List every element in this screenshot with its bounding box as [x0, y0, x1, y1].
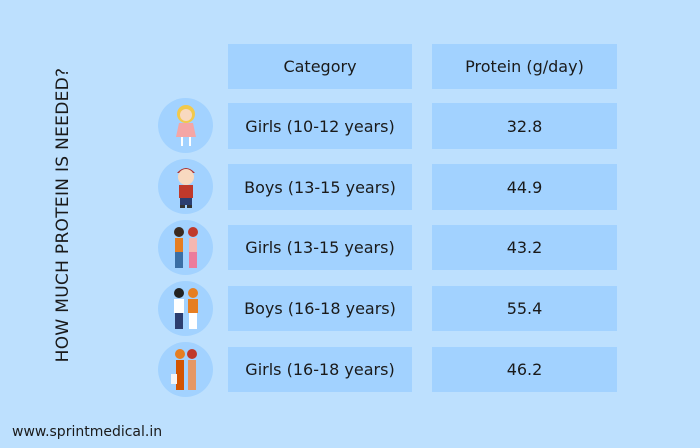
protein-cell: 43.2 [432, 225, 617, 270]
girl-icon [158, 98, 213, 153]
header-category: Category [228, 44, 412, 89]
category-cell: Girls (13-15 years) [228, 225, 412, 270]
protein-cell: 44.9 [432, 164, 617, 210]
header-protein: Protein (g/day) [432, 44, 617, 89]
website-link[interactable]: www.sprintmedical.in [12, 424, 163, 440]
two-girls-icon [158, 220, 213, 275]
page-title: HOW MUCH PROTEIN IS NEEDED? [53, 67, 73, 363]
teen-girls-icon [158, 342, 213, 397]
boy-icon [158, 159, 213, 214]
protein-cell: 46.2 [432, 347, 617, 392]
category-cell: Boys (16-18 years) [228, 286, 412, 331]
category-cell: Boys (13-15 years) [228, 164, 412, 210]
protein-cell: 55.4 [432, 286, 617, 331]
protein-cell: 32.8 [432, 103, 617, 149]
category-cell: Girls (16-18 years) [228, 347, 412, 392]
two-boys-icon [158, 281, 213, 336]
category-cell: Girls (10-12 years) [228, 103, 412, 149]
